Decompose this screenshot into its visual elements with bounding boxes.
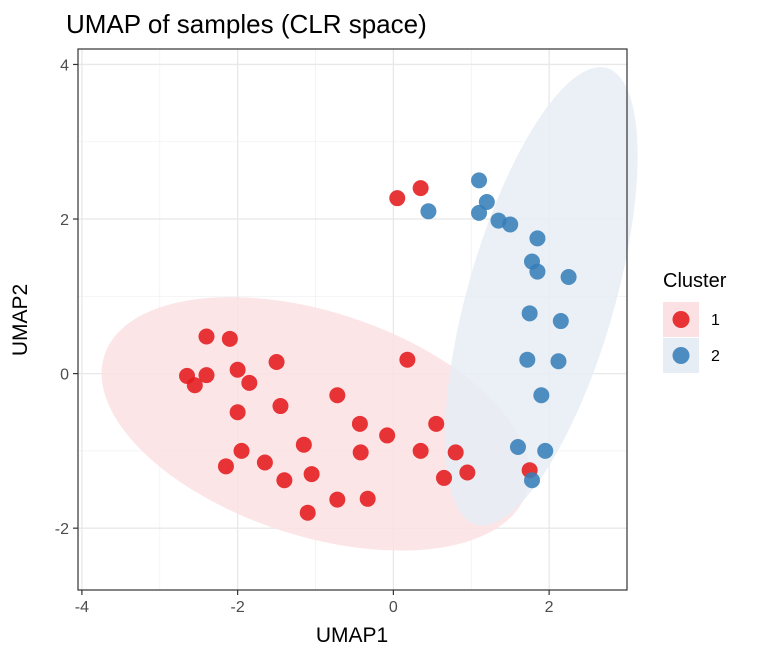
cluster-2-point <box>509 439 526 456</box>
cluster-2-point <box>478 194 495 211</box>
cluster-2-point <box>523 472 540 489</box>
legend: Cluster 1 2 <box>663 270 727 373</box>
cluster-2-point <box>552 313 569 330</box>
cluster-2-point <box>529 263 546 280</box>
plot-border <box>77 48 628 591</box>
x-tick-label: 0 <box>389 599 398 616</box>
cluster-1-point <box>352 444 369 461</box>
cluster-1-ellipse <box>101 297 530 551</box>
cluster-1-point <box>256 454 273 471</box>
cluster-1-point <box>276 472 293 489</box>
cluster-2-point <box>471 172 488 189</box>
cluster-1-point <box>303 466 320 483</box>
cluster-2-point <box>537 442 554 459</box>
cluster-2-point <box>521 305 538 322</box>
legend-title: Cluster <box>663 270 727 292</box>
y-tick-label: 2 <box>60 212 69 229</box>
axis-ticks <box>73 63 550 595</box>
cluster-1-point <box>412 180 429 197</box>
y-axis-title: UMAP2 <box>9 284 32 356</box>
cluster-1-point <box>412 442 429 459</box>
cluster-1-point <box>299 504 316 521</box>
cluster-1-point <box>272 398 289 415</box>
cluster-1-point <box>447 444 464 461</box>
cluster-2-point <box>502 216 519 233</box>
cluster-1-point <box>233 442 250 459</box>
y-tick-label: -2 <box>55 521 69 538</box>
cluster-2-point <box>560 268 577 285</box>
cluster-1-point <box>459 464 476 481</box>
cluster-1-point <box>351 415 368 432</box>
x-axis-title: UMAP1 <box>316 624 388 647</box>
cluster-2-point <box>420 203 437 220</box>
cluster-1-point <box>221 330 238 347</box>
cluster-1-point <box>436 469 452 486</box>
cluster-1-point <box>198 367 215 384</box>
cluster-2-point <box>519 351 536 368</box>
cluster-ellipses <box>101 67 638 551</box>
cluster-1-point <box>379 427 396 444</box>
cluster-1-point <box>186 377 203 394</box>
legend-key-marker <box>672 311 690 328</box>
cluster-1-point <box>241 374 258 391</box>
cluster-1-point <box>389 190 406 207</box>
cluster-1-point <box>217 458 234 475</box>
cluster-1-point <box>229 361 246 378</box>
cluster-1-point <box>329 491 346 508</box>
cluster-1-point <box>428 415 445 432</box>
legend-label: 2 <box>711 348 720 365</box>
cluster-1-point <box>229 404 246 421</box>
cluster-2-point <box>529 230 546 247</box>
cluster-2-ellipse <box>445 67 638 526</box>
cluster-2-point <box>533 387 550 404</box>
cluster-2-point <box>550 353 567 370</box>
x-tick-label: -4 <box>75 599 89 616</box>
chart-title: UMAP of samples (CLR space) <box>66 9 427 39</box>
cluster-1-point <box>198 328 215 345</box>
legend-key-marker <box>672 347 690 364</box>
x-tick-label: -2 <box>231 599 245 616</box>
y-tick-label: 4 <box>60 57 69 74</box>
cluster-1-point <box>399 351 416 368</box>
legend-label: 1 <box>711 312 720 329</box>
x-tick-label: 2 <box>545 599 554 616</box>
data-points <box>179 172 577 521</box>
cluster-1-point <box>359 490 376 507</box>
y-tick-label: 0 <box>60 367 69 384</box>
cluster-1-point <box>295 436 312 453</box>
cluster-1-point <box>329 387 346 404</box>
cluster-1-point <box>268 354 285 371</box>
